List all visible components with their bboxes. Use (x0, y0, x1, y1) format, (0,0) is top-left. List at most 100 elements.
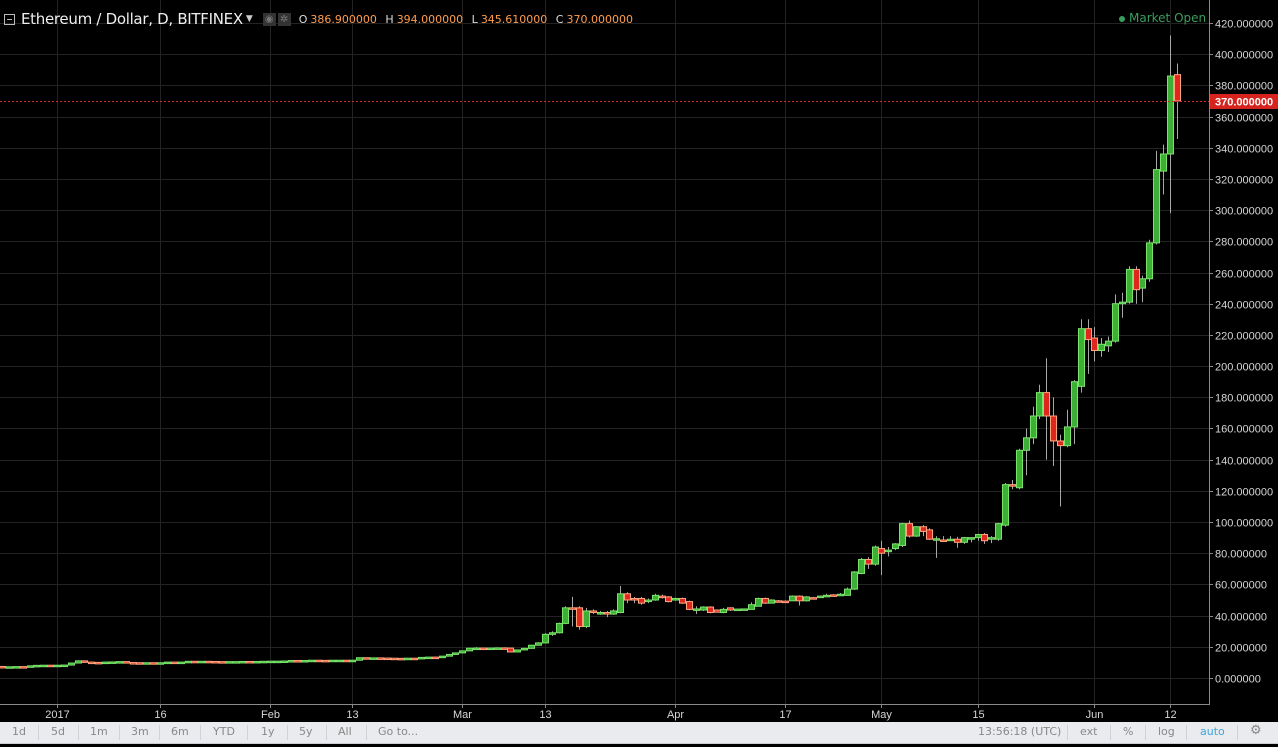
candle-body-down (212, 660, 219, 664)
y-tick-label: 280.000000 (1215, 237, 1273, 249)
candle-body-up (1098, 343, 1105, 351)
range-1d-button[interactable]: 1d (12, 725, 26, 738)
candle-body-down (686, 601, 693, 610)
candle-body-up (549, 632, 556, 635)
last-price-tag: 370.000000 (1210, 94, 1278, 109)
candle (281, 660, 288, 664)
candle (1126, 266, 1133, 304)
candle (583, 607, 590, 629)
candle-body-up (1167, 75, 1174, 155)
candle-body-down (363, 657, 370, 660)
percent-toggle[interactable]: % (1123, 725, 1134, 738)
x-tick-label: 2017 (45, 709, 69, 721)
y-tick-label: 300.000000 (1215, 206, 1273, 218)
candle (885, 547, 892, 557)
eye-icon[interactable]: ◉ (262, 12, 276, 26)
log-toggle[interactable]: log (1158, 725, 1175, 738)
candle (995, 522, 1002, 541)
goto-date-button[interactable]: Go to... (378, 725, 419, 738)
candle-body-down (659, 595, 666, 599)
candle (1085, 319, 1092, 374)
range-3m-button[interactable]: 3m (131, 725, 149, 738)
gear-icon[interactable]: ✲ (277, 12, 291, 26)
candle (940, 536, 947, 542)
candle (198, 660, 205, 664)
candle (494, 647, 501, 650)
candle-body-up (452, 652, 459, 655)
range-1y-button[interactable]: 1y (261, 725, 275, 738)
candle (246, 660, 253, 664)
x-tick-label: Apr (667, 709, 684, 721)
price-axis[interactable] (1209, 0, 1278, 722)
caret-down-icon[interactable]: ▼ (245, 14, 253, 24)
candle-body-down (136, 662, 143, 665)
candle-body-down (377, 657, 384, 660)
high-label: H (385, 12, 394, 26)
range-5y-button[interactable]: 5y (299, 725, 313, 738)
candle-body-up (425, 656, 432, 660)
range-6m-button[interactable]: 6m (171, 725, 189, 738)
y-tick-label: 240.000000 (1215, 300, 1273, 312)
candle-body-up (439, 655, 446, 659)
candle-body-down (604, 612, 611, 615)
candle (95, 661, 102, 665)
candle-body-down (679, 597, 686, 604)
candle-body-down (714, 609, 721, 613)
candle (75, 660, 82, 664)
range-5d-button[interactable]: 5d (51, 725, 65, 738)
collapse-icon[interactable] (4, 13, 15, 25)
candle-body-up (1139, 278, 1146, 289)
candle (164, 661, 171, 665)
grid (0, 0, 1209, 704)
candle-body-down (727, 607, 734, 611)
candle-body-down (775, 600, 782, 603)
ohlc-values: O 386.900000 H 394.000000 L 345.610000 C 370… (299, 13, 638, 26)
candle (645, 598, 652, 604)
candle-body-down (638, 597, 645, 604)
candle-body-up (370, 657, 377, 660)
settings-gear-icon[interactable]: ⚙ (1250, 723, 1262, 738)
candle (1160, 144, 1167, 195)
candle (549, 631, 556, 636)
candle-body-up (844, 588, 851, 596)
ext-toggle[interactable]: ext (1080, 725, 1098, 738)
market-status-text: Market Open (1129, 11, 1207, 25)
candle-body-up (267, 660, 274, 664)
candlestick-chart[interactable]: 0.000000 20.000000 40.000000 60.000000 80.00… (0, 0, 1278, 722)
candle (830, 594, 837, 597)
candle-body-down (123, 661, 130, 664)
candle-body-down (501, 647, 508, 650)
symbol-title[interactable]: Ethereum / Dollar, D, BITFINEX (21, 10, 243, 28)
candle (569, 596, 576, 627)
candle-body-up (1105, 340, 1112, 347)
range-ytd-button[interactable]: YTD (213, 725, 235, 738)
candle (968, 537, 975, 543)
candle (748, 602, 755, 610)
candle-body-up (233, 661, 240, 664)
candle (226, 661, 233, 664)
candle-body-up (253, 660, 260, 664)
candle-body-up (892, 543, 899, 550)
candle (789, 595, 796, 602)
candle-body-down (507, 647, 514, 653)
candle-body-up (975, 534, 982, 539)
range-all-button[interactable]: All (338, 725, 352, 738)
candle-body-up (239, 660, 246, 664)
candle-body-down (150, 662, 157, 665)
candle (1091, 327, 1098, 362)
auto-toggle[interactable]: auto (1200, 725, 1225, 738)
candle-body-up (672, 597, 679, 601)
range-1m-button[interactable]: 1m (90, 725, 108, 738)
candle-body-up (487, 647, 494, 651)
time-axis-labels[interactable]: 2017 16 Feb 13 Mar 13 Apr 17 May 15 Jun 12 (45, 704, 1177, 721)
candle-body-up (185, 660, 192, 664)
candle (171, 661, 178, 665)
divider (1237, 725, 1238, 740)
clock-time[interactable]: 13:56:18 (UTC) (978, 725, 1062, 738)
candle (775, 600, 782, 603)
candle (1050, 397, 1057, 466)
candle-body-up (720, 608, 727, 614)
candle-body-up (164, 661, 171, 665)
candle (150, 662, 157, 665)
candle (1023, 428, 1030, 476)
